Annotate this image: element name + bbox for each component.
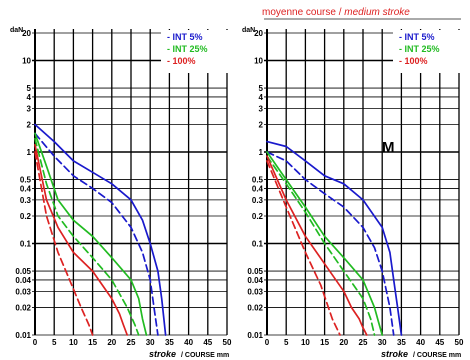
y-tick-label: 2: [27, 120, 32, 129]
series-line-3: [34, 137, 140, 336]
y-tick-label: 0.3: [252, 196, 264, 205]
y-tick-label: 0.4: [20, 184, 32, 193]
y-tick-label: 0.04: [15, 276, 31, 285]
legend-background: [161, 30, 231, 73]
y-tick-label: 10: [254, 57, 263, 66]
y-tick-label: 4: [27, 93, 32, 102]
x-tick-label: 20: [339, 338, 348, 347]
panel-letter: M: [382, 139, 395, 156]
series-line-5: [34, 151, 94, 336]
x-tick-label: 30: [146, 338, 155, 347]
series-line-1: [34, 132, 159, 336]
x-tick-label: 35: [397, 338, 406, 347]
y-axis-unit: daN: [10, 27, 23, 34]
y-tick-label: 1: [259, 148, 264, 157]
y-tick-label: 0.2: [252, 212, 264, 221]
series-line-2: [266, 151, 384, 336]
y-tick-label: 3: [27, 104, 32, 113]
x-tick-label: 40: [416, 338, 425, 347]
x-tick-label: 35: [165, 338, 174, 347]
x-tick-label: 50: [455, 338, 464, 347]
legend: - INT 5% - INT 25% - 100%: [161, 30, 231, 73]
y-tick-label: 0.05: [15, 267, 31, 276]
y-tick-label: 0.03: [15, 287, 31, 296]
x-axis-label: stroke: [149, 349, 176, 359]
x-tick-label: 25: [127, 338, 136, 347]
y-tick-label: 1: [27, 148, 32, 157]
x-tick-label: 0: [33, 338, 38, 347]
legend-entry: - INT 5%: [399, 32, 435, 42]
y-tick-label: 0.03: [247, 287, 263, 296]
legend-entry: - 100%: [399, 56, 428, 66]
y-tick-label: 20: [254, 29, 263, 38]
x-tick-label: 10: [301, 338, 310, 347]
series-line-0: [266, 140, 403, 336]
y-tick-label: 0.1: [20, 240, 32, 249]
series-line-2: [34, 132, 148, 336]
legend-entry: - INT 25%: [399, 44, 440, 54]
x-tick-label: 15: [88, 338, 97, 347]
x-axis-unit: / COURSE mm: [181, 352, 229, 359]
y-tick-label: 0.04: [247, 276, 263, 285]
x-tick-label: 40: [184, 338, 193, 347]
legend-entry: - INT 25%: [167, 44, 208, 54]
x-tick-label: 25: [359, 338, 368, 347]
chart-panel-right: 0 5 10 15 20 25 30 35 40 45 502010543210.50.40.30.…: [242, 7, 464, 359]
chart-title-en: medium stroke: [344, 7, 410, 18]
y-tick-label: 2: [259, 120, 264, 129]
series-line-5: [266, 160, 341, 336]
x-tick-label: 30: [378, 338, 387, 347]
series-line-4: [34, 143, 129, 336]
y-tick-label: 0.02: [247, 303, 263, 312]
y-tick-label: 0.01: [247, 331, 263, 340]
legend-entry: - INT 5%: [167, 32, 203, 42]
series-line-1: [266, 151, 395, 336]
series-line-4: [266, 155, 368, 336]
y-tick-label: 0.5: [252, 176, 264, 185]
y-tick-label: 5: [259, 84, 264, 93]
x-tick-label: 45: [203, 338, 212, 347]
x-tick-label: 5: [52, 338, 57, 347]
legend: - INT 5% - INT 25% - 100%: [393, 30, 463, 73]
y-tick-label: 0.3: [20, 196, 32, 205]
x-tick-label: 50: [223, 338, 232, 347]
chart-title-fr: moyenne course /: [262, 7, 344, 18]
y-tick-label: 0.4: [252, 184, 264, 193]
x-tick-label: 5: [284, 338, 289, 347]
y-tick-label: 0.02: [15, 303, 31, 312]
x-axis-label: stroke: [381, 349, 408, 359]
x-tick-label: 20: [107, 338, 116, 347]
series-line-0: [34, 123, 167, 336]
y-tick-label: 10: [22, 57, 31, 66]
x-tick-label: 10: [69, 338, 78, 347]
x-axis-unit: / COURSE mm: [413, 352, 461, 359]
x-tick-label: 45: [435, 338, 444, 347]
chart-panel-left: 0 5 10 15 20 25 30 35 40 45 502010543210.50.40.30.…: [10, 27, 232, 359]
y-tick-label: 0.01: [15, 331, 31, 340]
y-tick-label: 0.05: [247, 267, 263, 276]
y-tick-label: 0.5: [20, 176, 32, 185]
y-axis-unit: daN: [242, 27, 255, 34]
x-tick-label: 0: [265, 338, 270, 347]
y-tick-label: 0.1: [252, 240, 264, 249]
series-line-3: [266, 155, 376, 336]
y-tick-label: 0.2: [20, 212, 32, 221]
legend-entry: - 100%: [167, 56, 196, 66]
y-tick-label: 3: [259, 104, 264, 113]
y-tick-label: 5: [27, 84, 32, 93]
y-tick-label: 20: [22, 29, 31, 38]
chart-title: moyenne course / medium stroke: [262, 7, 410, 18]
legend-background: [393, 30, 463, 73]
y-tick-label: 4: [259, 93, 264, 102]
x-tick-label: 15: [320, 338, 329, 347]
